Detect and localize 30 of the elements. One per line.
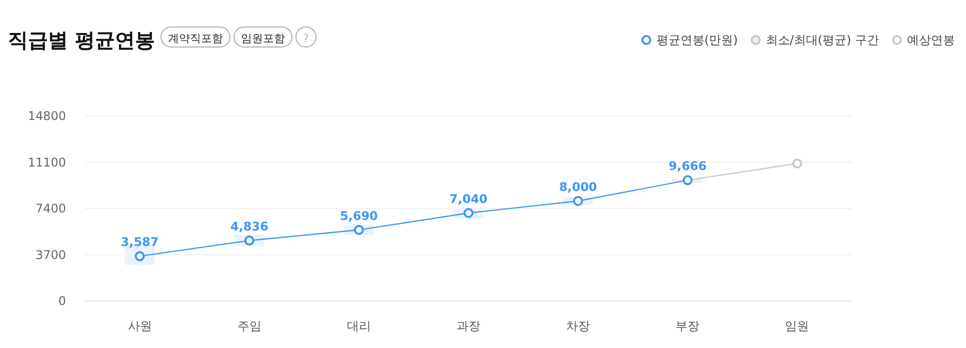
data-label: 7,040	[450, 192, 488, 206]
y-tick-label: 14800	[28, 109, 66, 123]
legend-label: 예상연봉	[907, 33, 955, 47]
x-tick-label: 부장	[676, 319, 700, 333]
legend-label: 최소/최대(평균) 구간	[766, 33, 879, 47]
point	[792, 158, 802, 168]
x-tick-label: 사원	[128, 319, 152, 333]
y-tick-label: 0	[58, 294, 66, 308]
data-label: 8,000	[559, 180, 598, 194]
data-label: 5,690	[340, 208, 378, 223]
y-tick-label: 11100	[28, 155, 66, 170]
x-tick-label: 차장	[566, 319, 590, 333]
y-tick-label: 7400	[35, 202, 66, 216]
data-label: 4,836	[230, 220, 268, 234]
x-tick-label: 임원	[785, 319, 810, 333]
x-tick-label: 대리	[346, 319, 371, 333]
x-tick-label: 주임	[237, 319, 262, 333]
point	[354, 224, 364, 235]
point	[464, 208, 474, 218]
point	[573, 196, 584, 206]
chart-title: 직급별 평균연봉	[8, 28, 155, 52]
data-label: 9,666	[668, 159, 707, 174]
legend-label: 평균연봉(만원)	[656, 33, 738, 47]
point	[682, 175, 693, 186]
text: 계약직포함	[168, 32, 223, 45]
text: ?	[302, 32, 309, 45]
x-tick-label: 과장	[456, 319, 480, 333]
data-label: 3,587	[120, 235, 159, 250]
y-tick-label: 3700	[35, 248, 66, 262]
text: 임원포함	[240, 32, 285, 45]
